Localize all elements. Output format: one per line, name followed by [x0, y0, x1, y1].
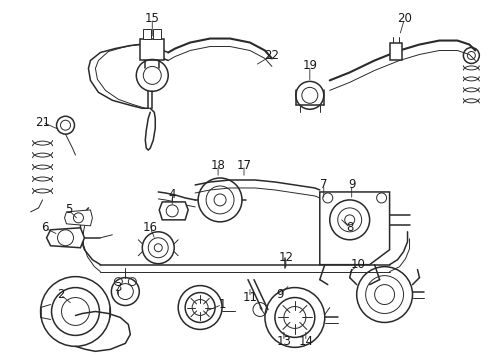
Text: 17: 17: [236, 158, 251, 172]
Text: 18: 18: [210, 158, 225, 172]
Text: 15: 15: [144, 12, 160, 25]
Text: 12: 12: [278, 251, 293, 264]
Text: 9: 9: [276, 288, 283, 301]
Text: 9: 9: [347, 179, 355, 192]
Text: 7: 7: [319, 179, 327, 192]
Text: 21: 21: [35, 116, 50, 129]
FancyBboxPatch shape: [143, 28, 151, 39]
Text: 22: 22: [264, 49, 279, 62]
Text: 20: 20: [396, 12, 411, 25]
Text: 13: 13: [276, 335, 291, 348]
FancyBboxPatch shape: [389, 42, 401, 60]
Text: 19: 19: [302, 59, 317, 72]
Text: 4: 4: [168, 188, 176, 202]
Text: 6: 6: [41, 221, 48, 234]
Polygon shape: [319, 192, 389, 265]
Text: 8: 8: [346, 221, 353, 234]
Text: 3: 3: [115, 281, 122, 294]
FancyBboxPatch shape: [140, 39, 164, 60]
Text: 1: 1: [218, 298, 225, 311]
Polygon shape: [46, 228, 84, 248]
FancyBboxPatch shape: [153, 28, 161, 39]
Polygon shape: [64, 210, 92, 226]
Text: 5: 5: [65, 203, 72, 216]
Text: 2: 2: [57, 288, 64, 301]
Text: 10: 10: [349, 258, 365, 271]
Polygon shape: [159, 202, 188, 220]
Text: 11: 11: [242, 291, 257, 304]
Text: 14: 14: [298, 335, 313, 348]
Text: 16: 16: [142, 221, 158, 234]
